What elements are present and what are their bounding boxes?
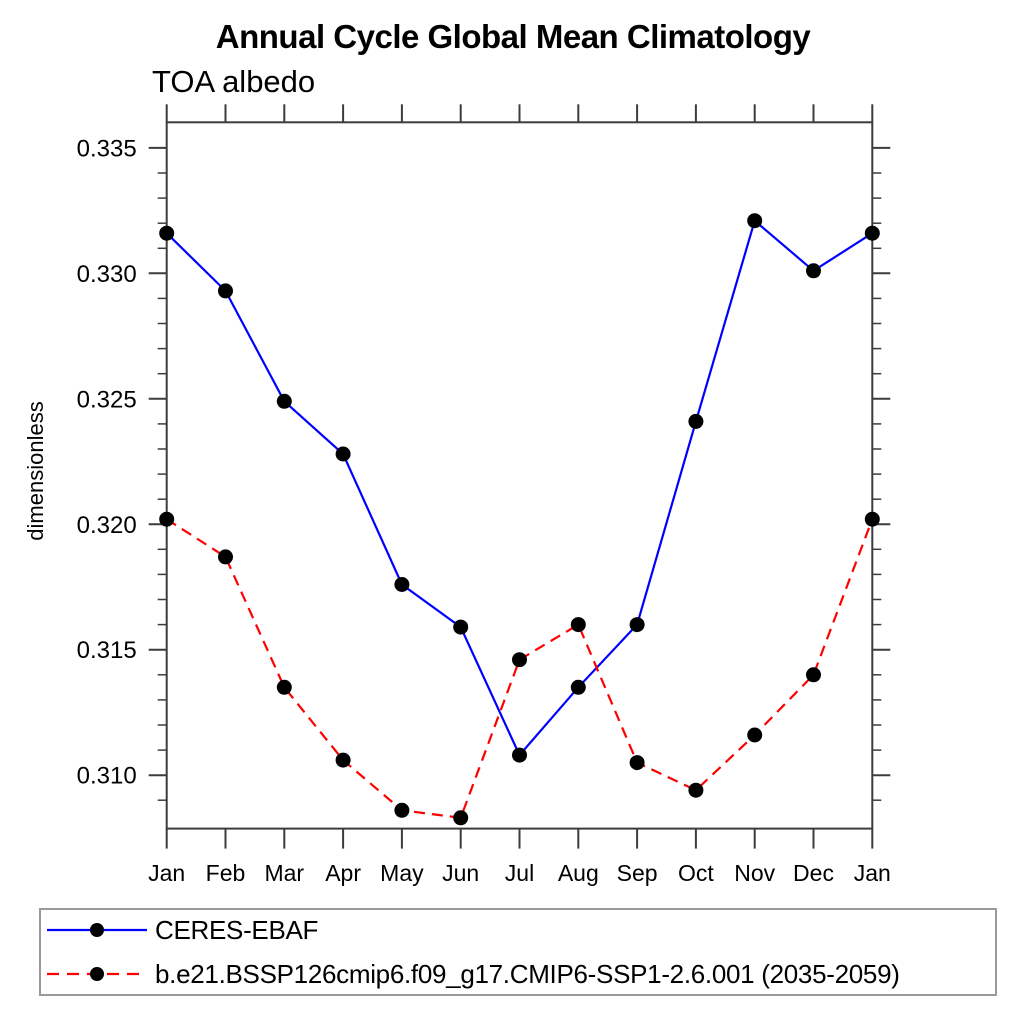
series-0-marker — [335, 446, 351, 462]
legend: CERES-EBAF b.e21.BSSP126cmip6.f09_g17.CM… — [39, 908, 997, 996]
x-tick-label: Oct — [678, 860, 714, 886]
legend-label-model: b.e21.BSSP126cmip6.f09_g17.CMIP6-SSP1-2.… — [155, 958, 900, 989]
y-tick-label: 0.320 — [77, 512, 137, 539]
x-tick-label: Feb — [206, 860, 246, 886]
series-1-marker — [394, 802, 410, 818]
series-1-marker — [688, 782, 704, 798]
chart-title: Annual Cycle Global Mean Climatology — [215, 18, 811, 55]
series-0-marker — [218, 283, 233, 299]
series-0-marker — [570, 679, 586, 695]
series-1-marker — [453, 810, 469, 826]
x-tick-label: Mar — [264, 860, 304, 886]
series-0-marker — [453, 619, 469, 635]
series-1-marker — [629, 755, 645, 771]
y-tick-label: 0.325 — [77, 386, 137, 413]
series-1-line — [166, 518, 874, 820]
series-0-marker — [276, 393, 292, 409]
legend-row-model: b.e21.BSSP126cmip6.f09_g17.CMIP6-SSP1-2.… — [45, 954, 995, 994]
x-tick-label: Apr — [325, 860, 361, 886]
x-tick-label: Jan — [148, 860, 185, 886]
x-tick-label: Nov — [734, 860, 775, 886]
series-0-marker — [159, 225, 175, 241]
x-tick-label: Aug — [558, 860, 599, 886]
x-tick-label: Jul — [505, 860, 534, 886]
y-tick-label: 0.315 — [77, 637, 137, 664]
series-0-marker — [512, 747, 527, 763]
x-tick-label: Jan — [854, 860, 891, 886]
legend-line-sample-ceres-ebaf — [47, 923, 147, 937]
series-1-marker — [806, 667, 821, 683]
series-1-marker — [159, 511, 175, 527]
y-tick-label: 0.330 — [77, 261, 137, 288]
x-tick-label: May — [380, 860, 424, 886]
series-1-marker — [864, 511, 880, 527]
series-0-marker — [629, 617, 645, 633]
legend-label-ceres-ebaf: CERES-EBAF — [155, 914, 319, 945]
series-0-marker — [806, 263, 821, 279]
y-tick-label: 0.335 — [77, 135, 137, 162]
series-1-marker — [276, 679, 292, 695]
series-1-marker — [512, 652, 527, 668]
x-tick-label: Jun — [442, 860, 479, 886]
series-0-marker — [688, 413, 704, 429]
legend-row-ceres-ebaf: CERES-EBAF — [45, 910, 995, 950]
series-1-marker — [570, 617, 586, 633]
series-1-marker — [747, 727, 763, 743]
legend-line-sample-model — [47, 967, 147, 981]
x-tick-label: Dec — [793, 860, 834, 886]
legend-sample-marker — [90, 967, 104, 981]
series-0-marker — [394, 577, 410, 592]
series-0-marker — [747, 213, 763, 229]
chart-subtitle: TOA albedo — [152, 64, 316, 99]
series-0-line — [165, 218, 873, 758]
series-1-marker — [335, 752, 351, 768]
series-1-marker — [218, 549, 233, 565]
series-0-marker — [864, 225, 880, 241]
x-tick-label: Sep — [617, 860, 658, 886]
legend-sample-marker — [90, 923, 104, 937]
y-tick-label: 0.310 — [77, 763, 137, 790]
